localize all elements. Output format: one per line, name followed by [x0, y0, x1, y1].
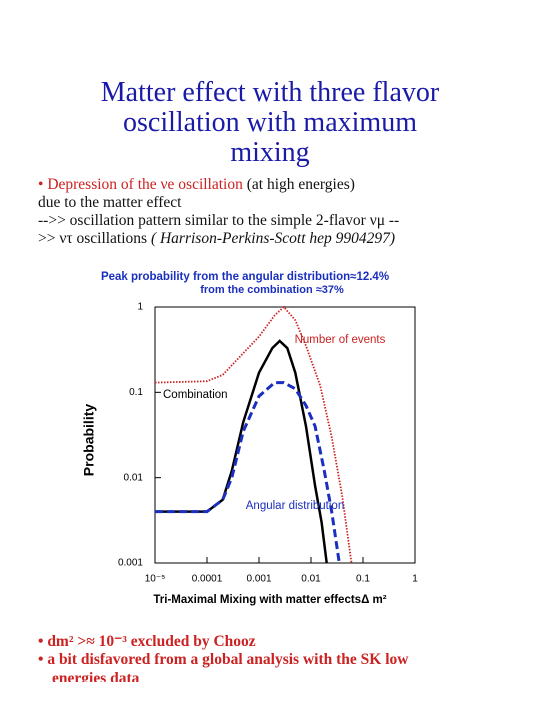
bullet-text: a bit disfavored from a global analysis … [47, 651, 409, 668]
bullet: • a bit disfavored from a global analysi… [38, 651, 409, 668]
text: >> ντ oscillations [38, 230, 148, 247]
series-label: Number of events [295, 334, 386, 346]
highlight: Depression of the νe oscillation [47, 176, 243, 193]
x-tick-label: 0.001 [246, 574, 271, 585]
x-tick-label: 0.0001 [192, 574, 223, 585]
x-tick-label: 0.01 [301, 574, 321, 585]
y-tick-label: 0.1 [129, 387, 143, 398]
slide-title: Matter effect with three flavor [100, 77, 440, 108]
text: (at high energies) [246, 176, 355, 193]
slide-title: oscillation with maximum [123, 107, 417, 138]
intro-line: • Depression of the νe oscillation (at h… [38, 176, 355, 193]
x-axis-label: Tri-Maximal Mixing with matter effectsΔ … [153, 594, 386, 606]
intro-line: due to the matter effect [38, 194, 182, 211]
x-tick-label: 1 [412, 574, 418, 585]
bullet-text: dm² >≈ 10⁻³ excluded by Chooz [47, 633, 256, 650]
series-line [154, 305, 353, 564]
series-line [155, 339, 328, 564]
intro-line: >> ντ oscillations ( Harrison-Perkins-Sc… [38, 230, 395, 248]
y-axis-label: Probability [81, 404, 97, 477]
bullet-text: energies data [52, 670, 140, 682]
y-tick-label: 0.001 [118, 558, 143, 569]
x-tick-label: 0.1 [356, 574, 370, 585]
series-label: Combination [163, 389, 228, 401]
plot-frame [154, 306, 416, 564]
reference: ( Harrison-Perkins-Scott hep 9904297) [150, 230, 396, 247]
series-line [155, 381, 341, 564]
bullet: energies data [52, 670, 139, 682]
chart-title: Peak probability from the angular distri… [101, 271, 389, 283]
slide-title: mixing [230, 137, 310, 168]
y-tick-label: 1 [137, 302, 143, 313]
y-tick-label: 0.01 [124, 472, 144, 483]
intro-line: -->> oscillation pattern similar to the … [38, 212, 400, 229]
bullet: • dm² >≈ 10⁻³ excluded by Chooz [38, 633, 256, 650]
x-tick-label: 10⁻⁵ [145, 574, 166, 585]
series-label: Angular distribution [246, 500, 344, 512]
chart-subtitle: from the combination ≈37% [200, 284, 344, 296]
